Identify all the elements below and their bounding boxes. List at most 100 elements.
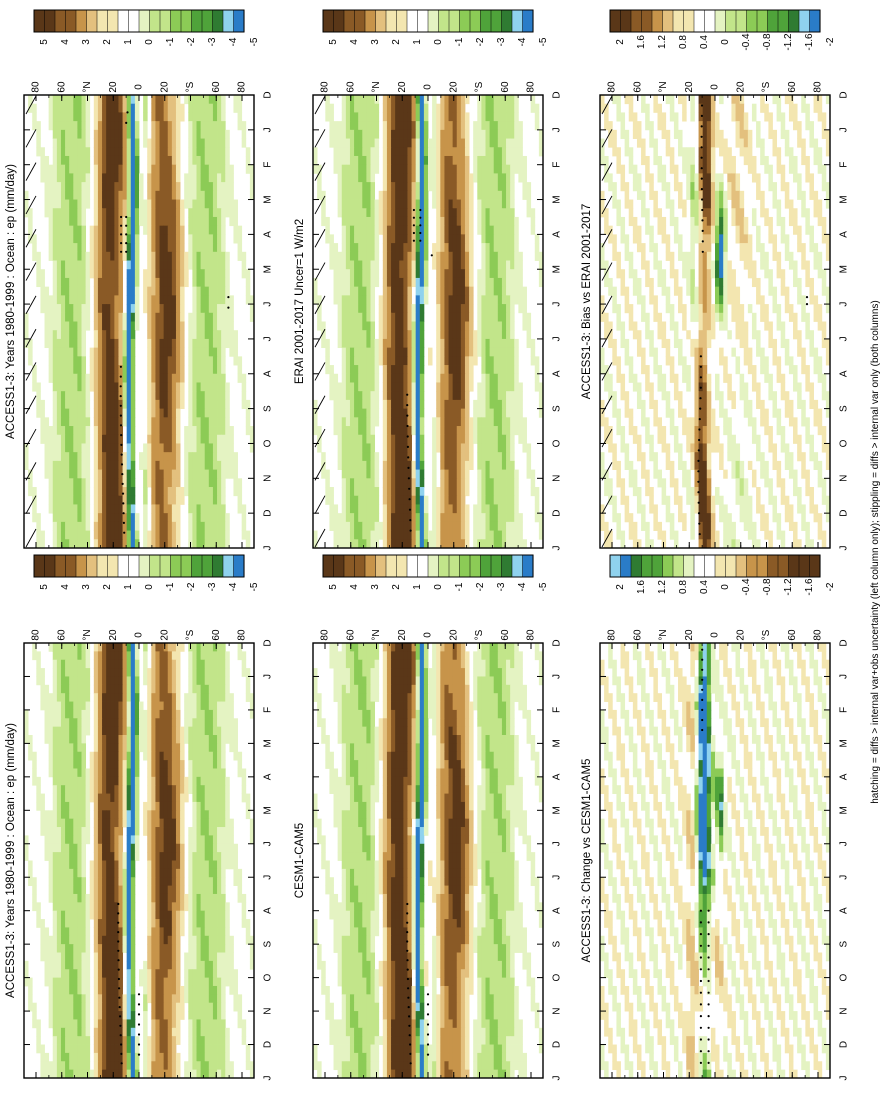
stipple-dot	[121, 473, 124, 476]
heatmap-cell	[184, 260, 189, 270]
heatmap-cell	[56, 434, 62, 444]
heatmap-cell	[460, 121, 466, 131]
heatmap-cell	[126, 1061, 132, 1071]
heatmap-cell	[354, 164, 359, 174]
heatmap-cell	[217, 391, 222, 401]
heatmap-cell	[151, 251, 156, 261]
heatmap-cell	[122, 919, 128, 928]
heatmap-cell	[428, 147, 433, 157]
heatmap-cell	[65, 495, 70, 505]
heatmap-cell	[48, 190, 54, 200]
heatmap-cell	[204, 373, 210, 383]
heatmap-cell	[167, 426, 173, 436]
heatmap-cell	[208, 810, 214, 820]
heatmap-cell	[93, 469, 99, 479]
heatmap-cell	[110, 827, 115, 836]
heatmap-cell	[473, 138, 478, 148]
heatmap-cell	[36, 251, 41, 261]
heatmap-cell	[118, 944, 123, 953]
heatmap-cell	[52, 935, 58, 945]
heatmap-cell	[184, 902, 189, 912]
heatmap-cell	[151, 129, 156, 139]
heatmap-cell	[147, 960, 152, 970]
heatmap-cell	[192, 530, 197, 540]
heatmap-cell	[118, 659, 123, 669]
heatmap-cell	[106, 147, 111, 157]
heatmap-cell	[73, 676, 78, 686]
heatmap-cell	[358, 121, 363, 131]
heatmap-cell	[81, 810, 87, 820]
heatmap-cell	[143, 1011, 148, 1020]
heatmap-cell	[171, 539, 177, 549]
heatmap-cell	[225, 810, 230, 820]
heatmap-cell	[77, 129, 82, 139]
heatmap-cell	[65, 1036, 70, 1045]
heatmap-cell	[184, 269, 189, 279]
heatmap-cell	[106, 338, 111, 349]
heatmap-cell	[366, 155, 371, 166]
heatmap-cell	[40, 927, 45, 937]
heatmap-cell	[370, 103, 376, 113]
heatmap-cell	[81, 1061, 87, 1071]
heatmap-cell	[36, 902, 41, 912]
heatmap-cell	[114, 277, 119, 288]
heatmap-cell	[188, 330, 193, 340]
heatmap-cell	[200, 743, 206, 753]
heatmap-cell	[56, 994, 62, 1004]
heatmap-cell	[40, 827, 45, 836]
colorbar-swatch	[44, 9, 56, 33]
y-tick-label: 80	[237, 629, 248, 641]
heatmap-cell	[208, 1019, 214, 1029]
heatmap-cell	[52, 801, 58, 811]
heatmap-cell	[159, 969, 165, 979]
heatmap-cell	[200, 426, 206, 436]
heatmap-cell	[167, 701, 173, 711]
heatmap-cell	[159, 251, 165, 261]
heatmap-cell	[93, 726, 99, 736]
heatmap-cell	[77, 251, 82, 261]
heatmap-cell	[151, 373, 156, 383]
heatmap-cell	[217, 190, 222, 200]
heatmap-cell	[48, 373, 54, 383]
heatmap-cell	[175, 985, 181, 995]
heatmap-cell	[163, 495, 169, 505]
heatmap-cell	[81, 852, 87, 861]
heatmap-cell	[28, 225, 33, 235]
heatmap-cell	[89, 243, 95, 253]
heatmap-cell	[245, 426, 251, 436]
heatmap-cell	[32, 751, 37, 761]
heatmap-cell	[481, 103, 486, 113]
heatmap-cell	[444, 121, 449, 131]
heatmap-cell	[32, 495, 37, 505]
heatmap-cell	[155, 768, 160, 778]
heatmap-cell	[444, 95, 449, 105]
heatmap-cell	[40, 701, 45, 711]
heatmap-cell	[28, 1002, 33, 1012]
heatmap-cell	[175, 199, 181, 209]
heatmap-cell	[403, 95, 408, 105]
heatmap-cell	[48, 877, 54, 886]
heatmap-cell	[77, 868, 82, 878]
heatmap-cell	[221, 868, 226, 878]
x-tick-label: N	[263, 1007, 274, 1014]
heatmap-cell	[208, 776, 214, 786]
heatmap-cell	[212, 304, 218, 314]
heatmap-cell	[122, 382, 128, 392]
heatmap-cell	[245, 539, 251, 549]
heatmap-cell	[163, 487, 169, 497]
heatmap-cell	[52, 530, 58, 540]
heatmap-cell	[167, 312, 173, 322]
heatmap-cell	[151, 173, 156, 183]
heatmap-cell	[229, 969, 234, 979]
heatmap-cell	[204, 701, 210, 711]
heatmap-cell	[134, 234, 140, 244]
heatmap-cell	[69, 286, 74, 296]
x-tick-label: A	[263, 231, 274, 238]
heatmap-cell	[184, 1061, 189, 1071]
heatmap-cell	[93, 801, 99, 811]
heatmap-cell	[208, 112, 214, 122]
heatmap-cell	[73, 443, 78, 453]
heatmap-cells	[313, 95, 544, 549]
heatmap-cell	[56, 726, 62, 736]
heatmap-cell	[436, 147, 441, 157]
